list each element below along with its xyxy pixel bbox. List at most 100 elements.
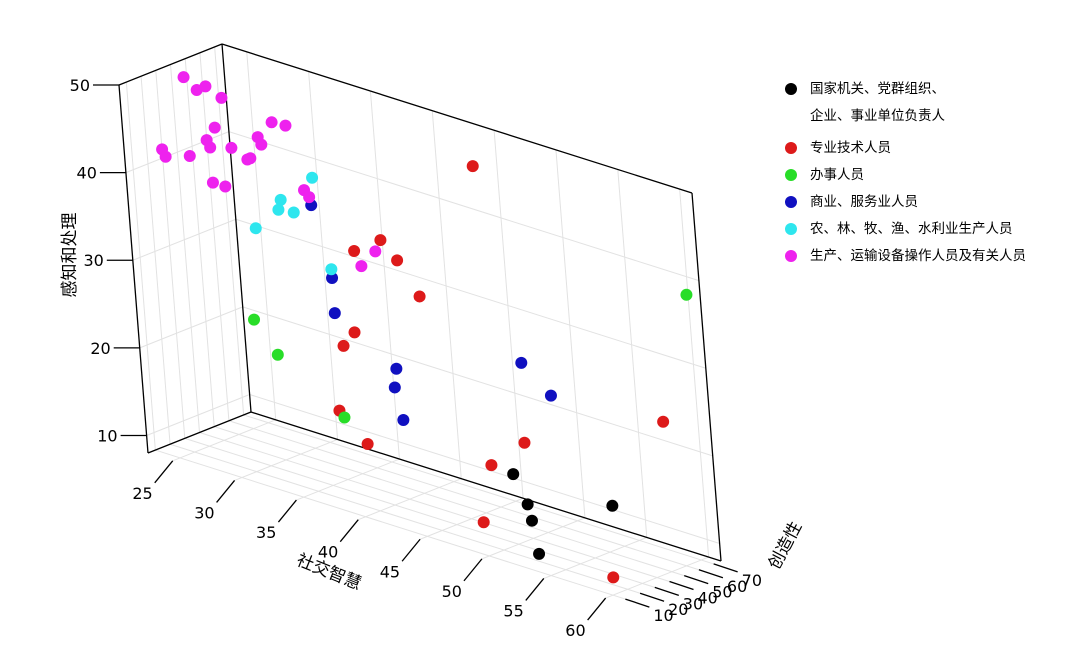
x-tick-label-2: 35: [256, 523, 276, 542]
y-tick-5: [698, 569, 724, 579]
x-tick-5: [463, 558, 483, 582]
frame-edge-3: [147, 411, 252, 454]
y-tick-label-0: 10: [653, 606, 673, 625]
grid-line-y-back-4: [184, 58, 215, 427]
grid-line-z-side-0: [249, 393, 720, 544]
point-s5-18: [219, 180, 232, 193]
grid-line-y-floor-6: [243, 414, 714, 565]
point-s4-5: [325, 263, 338, 276]
point-s5-20: [303, 191, 316, 204]
grid-line-x-side-1: [308, 71, 339, 440]
frame-edge-5: [118, 43, 223, 86]
y-tick-1: [639, 592, 665, 602]
x-tick-0: [154, 460, 174, 484]
grid-line-y-floor-5: [228, 420, 700, 571]
point-s5-9: [225, 141, 238, 154]
frame-edge-6: [221, 43, 693, 194]
grid-line-z-side-3: [228, 131, 700, 282]
x-tick-1: [216, 480, 236, 503]
point-s4-4: [249, 222, 262, 235]
frame-edge-4: [250, 411, 722, 562]
legend-label-4-0: 农、林、牧、渔、水利业生产人员: [810, 221, 1013, 237]
point-s5-0: [177, 71, 190, 84]
grid-line-x-floor-0: [172, 419, 276, 462]
point-s2-3: [680, 288, 693, 301]
x-tick-2: [277, 499, 297, 523]
point-s1-0: [466, 160, 479, 173]
point-s1-13: [607, 571, 620, 584]
point-s0-3: [533, 547, 546, 560]
point-s1-11: [477, 516, 490, 529]
grid-line-y-floor-0: [155, 449, 626, 600]
point-s5-17: [206, 176, 219, 189]
point-s3-4: [388, 381, 401, 394]
x-tick-7: [587, 597, 607, 621]
y-tick-label-5: 60: [727, 577, 747, 596]
x-tick-6: [525, 578, 545, 601]
x-tick-3: [339, 519, 359, 543]
y-axis-label: 创造性: [765, 518, 807, 572]
point-s1-3: [391, 254, 404, 267]
grid-line-x-floor-5: [481, 517, 586, 560]
x-tick-label-6: 55: [503, 601, 523, 620]
x-tick-label-3: 40: [318, 543, 338, 562]
point-s5-5: [215, 91, 228, 104]
y-tick-3: [669, 580, 694, 591]
grid-line-x-side-3: [431, 110, 462, 479]
frame-edge-0: [118, 84, 149, 454]
legend-label-3-0: 商业、服务业人员: [810, 194, 918, 210]
x-tick-label-0: 25: [132, 484, 152, 503]
grid-line-y-back-6: [214, 46, 245, 415]
grid-line-x-floor-7: [605, 556, 709, 599]
point-s1-9: [518, 436, 531, 449]
legend-marker-4: [785, 223, 797, 235]
frame-edge-2: [691, 192, 722, 562]
point-s1-10: [485, 459, 498, 472]
point-s3-6: [515, 356, 528, 369]
point-s4-1: [274, 193, 287, 206]
z-tick-label-1: 20: [90, 339, 110, 358]
y-tick-label-2: 30: [683, 594, 703, 613]
point-s0-2: [525, 514, 538, 527]
legend-item-2: 办事人员: [780, 166, 1075, 184]
grid-line-y-back-5: [199, 52, 230, 421]
point-s1-8: [361, 438, 374, 451]
legend-marker-0: [785, 83, 797, 95]
grid-line-x-side-6: [617, 169, 648, 538]
y-tick-label-1: 20: [668, 600, 688, 619]
x-tick-label-5: 50: [442, 582, 462, 601]
legend-item-3: 商业、服务业人员: [780, 193, 1075, 211]
legend-marker-1: [785, 142, 797, 154]
legend-marker-5: [785, 250, 797, 262]
legend-marker-2: [785, 169, 797, 181]
z-tick-label-4: 50: [70, 76, 90, 95]
x-tick-label-1: 30: [194, 503, 214, 522]
z-tick-label-3: 40: [77, 164, 97, 183]
point-s5-10: [255, 138, 268, 151]
point-s3-3: [390, 362, 403, 375]
grid-line-x-side-2: [369, 91, 400, 460]
legend-label-0-0: 国家机关、党群组织、: [810, 81, 945, 97]
point-s5-2: [190, 84, 203, 97]
grid-line-y-floor-4: [214, 426, 685, 577]
grid-line-z-side-1: [242, 306, 713, 457]
point-s5-6: [208, 121, 221, 134]
grid-line-y-floor-1: [169, 443, 641, 594]
y-tick-6: [713, 563, 738, 573]
point-s3-5: [397, 413, 410, 426]
x-tick-4: [401, 538, 421, 562]
point-layer: [156, 71, 693, 584]
y-tick-0: [625, 598, 650, 608]
grid-line-x-floor-1: [234, 438, 338, 481]
point-s1-2: [348, 244, 361, 257]
point-s5-15: [159, 150, 172, 163]
y-tick-2: [654, 586, 679, 596]
x-tick-label-7: 60: [565, 621, 585, 640]
legend-label-2-0: 办事人员: [810, 167, 864, 183]
grid-line-z-side-2: [235, 218, 706, 369]
point-s1-4: [413, 290, 426, 303]
grid-line-y-back-2: [155, 70, 186, 439]
point-s5-4: [279, 119, 292, 132]
grid-line-y-floor-3: [199, 432, 670, 582]
